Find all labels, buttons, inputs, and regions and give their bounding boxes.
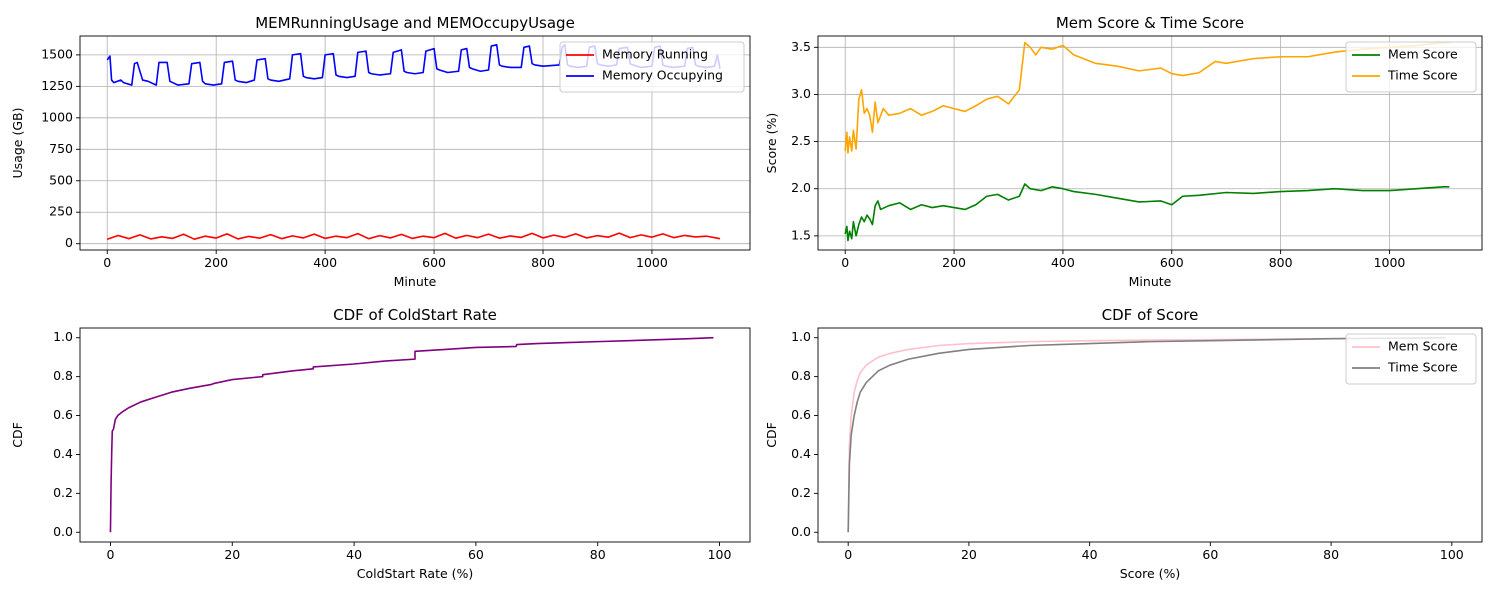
y-tick-label: 0.8: [791, 368, 811, 383]
y-tick-label: 0.0: [791, 524, 811, 539]
y-tick-label: 1.5: [791, 227, 811, 242]
y-tick-label: 3.5: [791, 39, 811, 54]
y-axis-label: CDF: [764, 422, 779, 448]
x-axis-label: Minute: [394, 274, 437, 289]
legend-label: Time Score: [1387, 360, 1458, 375]
legend-box: [559, 41, 745, 93]
legend: Memory Running Memory Occupying: [559, 41, 745, 93]
y-tick-label: 2.5: [791, 133, 811, 148]
x-tick-label: 60: [468, 547, 484, 562]
y-axis-label: Usage (GB): [10, 108, 25, 179]
y-tick-label: 0.2: [53, 485, 73, 500]
x-tick-label: 600: [422, 255, 446, 270]
x-tick-label: 800: [531, 255, 555, 270]
x-tick-label: 1000: [1374, 255, 1406, 270]
legend-label: Mem Score: [1388, 47, 1458, 62]
y-axis-label: CDF: [10, 422, 25, 448]
x-tick-label: 800: [1269, 255, 1293, 270]
y-tick-label: 500: [49, 172, 73, 187]
legend: Mem Score Time Score: [1345, 333, 1477, 385]
y-tick-label: 1250: [41, 78, 73, 93]
x-axis-label: Minute: [1129, 274, 1172, 289]
x-axis: 0 200 400 600 800 1000: [103, 250, 668, 270]
y-tick-label: 3.0: [791, 86, 811, 101]
y-axis-label: Score (%): [764, 113, 779, 174]
time-score-line: [844, 41, 1450, 154]
legend-label: Memory Occupying: [602, 68, 723, 83]
axes-frame: [79, 327, 751, 543]
series-line: [109, 336, 714, 533]
y-tick-label: 1.0: [53, 329, 73, 344]
x-tick-label: 60: [1202, 547, 1218, 562]
x-tick-label: 0: [841, 255, 849, 270]
y-tick-label: 0.8: [53, 368, 73, 383]
chart-title: CDF of Score: [1102, 306, 1199, 324]
y-tick-label: 1500: [41, 46, 73, 61]
y-axis: 1.5 2.0 2.5 3.0 3.5: [791, 39, 818, 242]
x-tick-label: 80: [590, 547, 606, 562]
y-tick-label: 1.0: [791, 329, 811, 344]
y-tick-label: 0.4: [53, 446, 73, 461]
x-axis-label: ColdStart Rate (%): [357, 566, 474, 581]
chart-4: 0 20 40 60 80 100 0.0 0.2 0.4 0.6 0.8 1.0 CDF of Sco…: [764, 306, 1483, 581]
series-group: [109, 336, 714, 533]
x-tick-label: 40: [1082, 547, 1098, 562]
y-tick-label: 1000: [41, 109, 73, 124]
mem-score-line: [847, 336, 1446, 533]
x-tick-label: 400: [1051, 255, 1075, 270]
legend-label: Time Score: [1387, 68, 1458, 83]
x-axis: 0 20 40 60 80 100: [844, 542, 1464, 562]
series-group: [847, 336, 1446, 533]
time-score-line: [847, 336, 1446, 533]
chart-title: Mem Score & Time Score: [1056, 14, 1244, 32]
axes-frame: [817, 327, 1483, 543]
x-tick-label: 200: [204, 255, 228, 270]
x-tick-label: 20: [224, 547, 240, 562]
legend-label: Mem Score: [1388, 339, 1458, 354]
x-tick-label: 100: [1440, 547, 1464, 562]
mem-score-line: [844, 183, 1450, 242]
x-tick-label: 0: [106, 547, 114, 562]
x-axis: 0 20 40 60 80 100: [106, 542, 732, 562]
x-tick-label: 0: [103, 255, 111, 270]
y-tick-label: 2.0: [791, 180, 811, 195]
y-tick-label: 0: [65, 235, 73, 250]
x-tick-label: 80: [1323, 547, 1339, 562]
legend: Mem Score Time Score: [1345, 41, 1477, 93]
y-axis: 0.0 0.2 0.4 0.6 0.8 1.0: [53, 329, 80, 539]
x-tick-label: 200: [942, 255, 966, 270]
axes-frame: [817, 35, 1483, 251]
y-tick-label: 0.6: [791, 407, 811, 422]
x-tick-label: 1000: [636, 255, 668, 270]
axes-frame: [79, 35, 751, 251]
chart-1: 0 200 400 600 800 1000 0 250 500 750 1000 1250 1500 M…: [10, 14, 751, 289]
series-group: [844, 41, 1450, 242]
y-tick-label: 0.4: [791, 446, 811, 461]
chart-2: 0 200 400 600 800 1000 1.5 2.0 2.5 3.0 3.5 Mem Scor…: [764, 14, 1483, 289]
y-tick-label: 250: [49, 204, 73, 219]
x-axis-label: Score (%): [1120, 566, 1181, 581]
legend-label: Memory Running: [602, 47, 708, 62]
y-tick-label: 0.2: [791, 485, 811, 500]
memory-running-line: [106, 232, 721, 241]
x-tick-label: 400: [313, 255, 337, 270]
chart-3: 0 20 40 60 80 100 0.0 0.2 0.4 0.6 0.8 1.0 CDF of Col…: [10, 306, 751, 581]
x-tick-label: 40: [346, 547, 362, 562]
y-tick-label: 0.6: [53, 407, 73, 422]
chart-title: MEMRunningUsage and MEMOccupyUsage: [255, 14, 575, 32]
x-tick-label: 0: [844, 547, 852, 562]
x-tick-label: 600: [1160, 255, 1184, 270]
chart-title: CDF of ColdStart Rate: [333, 306, 497, 324]
y-tick-label: 750: [49, 141, 73, 156]
y-tick-label: 0.0: [53, 524, 73, 539]
y-axis: 0.0 0.2 0.4 0.6 0.8 1.0: [791, 329, 818, 539]
x-tick-label: 20: [961, 547, 977, 562]
x-tick-label: 100: [708, 547, 732, 562]
y-axis: 0 250 500 750 1000 1250 1500: [41, 46, 80, 250]
x-axis: 0 200 400 600 800 1000: [841, 250, 1405, 270]
